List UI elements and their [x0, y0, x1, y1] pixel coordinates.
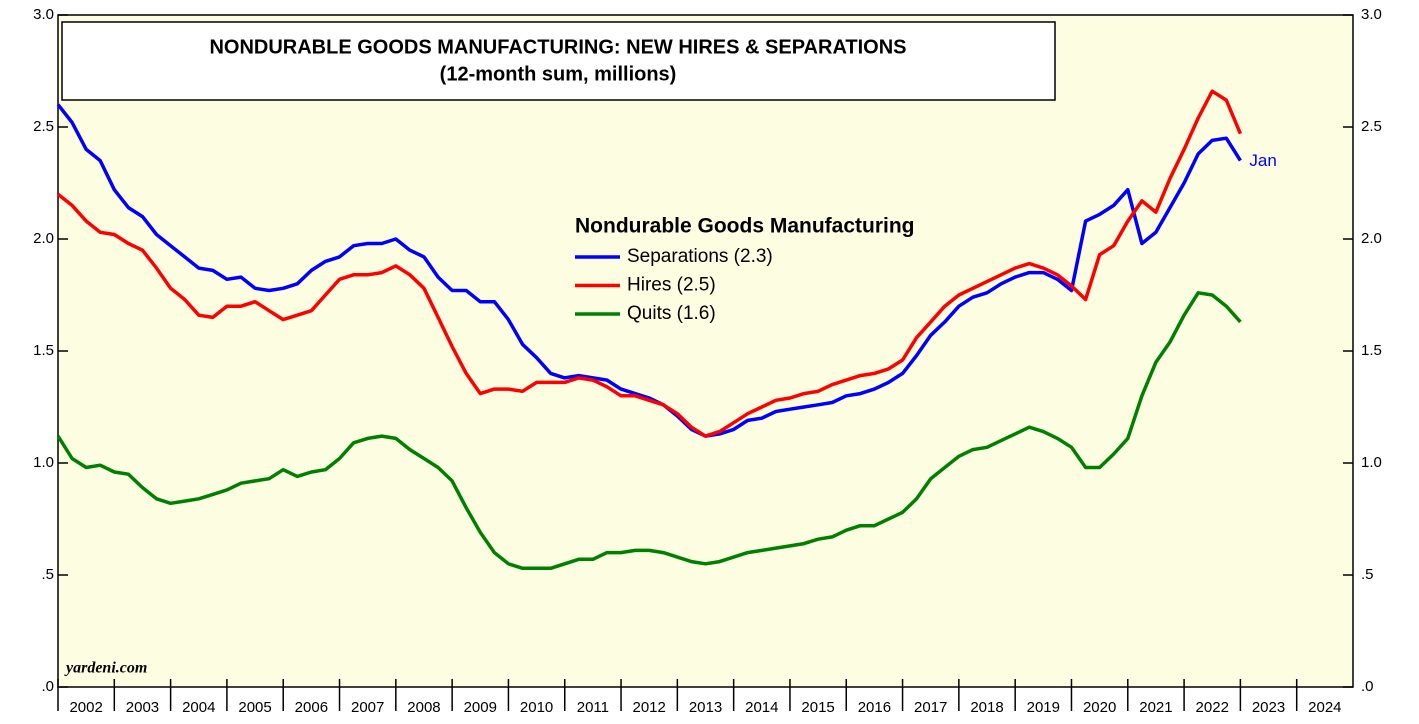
y-tick-label: .5: [41, 566, 54, 583]
legend-label: Separations (2.3): [627, 246, 773, 267]
x-tick-label: 2022: [1196, 699, 1229, 716]
y-tick-label: 2.5: [33, 118, 54, 135]
y2-tick-label: 1.0: [1361, 454, 1382, 471]
y2-tick-label: 1.5: [1361, 342, 1382, 359]
source: yardeni.com: [64, 660, 147, 677]
plot-area: [57, 14, 1354, 688]
title-box: [61, 21, 1056, 101]
x-tick-label: 2006: [295, 699, 328, 716]
x-tick-label: 2004: [182, 699, 215, 716]
y2-tick-label: .5: [1361, 566, 1374, 583]
x-tick-label: 2021: [1139, 699, 1172, 716]
x-tick-label: 2012: [633, 699, 666, 716]
x-tick-label: 2009: [464, 699, 497, 716]
y-tick-label: 3.0: [33, 6, 54, 23]
x-tick-label: 2007: [351, 699, 384, 716]
x-tick-label: 2019: [1027, 699, 1060, 716]
x-tick-label: 2015: [801, 699, 834, 716]
y2-tick-label: 2.0: [1361, 230, 1382, 247]
y-tick-label: 1.0: [33, 454, 54, 471]
x-tick-label: 2014: [745, 699, 778, 716]
series-line: [56, 291, 1242, 571]
x-tick-label: 2013: [689, 699, 722, 716]
x-tick-label: 2002: [69, 699, 102, 716]
x-tick-label: 2005: [238, 699, 271, 716]
y-tick-label: .0: [41, 678, 54, 695]
annotation: Jan: [1249, 151, 1276, 170]
y-tick-label: 2.0: [33, 230, 54, 247]
x-tick-label: 2003: [126, 699, 159, 716]
series-line: [56, 89, 1243, 438]
x-tick-label: 2010: [520, 699, 553, 716]
x-tick-label: 2011: [577, 699, 609, 716]
x-tick-label: 2024: [1308, 699, 1341, 716]
x-tick-label: 2017: [914, 699, 947, 716]
legend-label: Quits (1.6): [627, 303, 716, 324]
legend-title: Nondurable Goods Manufacturing: [575, 215, 915, 238]
y2-tick-label: 3.0: [1361, 6, 1382, 23]
chart-subtitle: (12-month sum, millions): [440, 63, 677, 85]
x-tick-label: 2008: [407, 699, 440, 716]
legend-label: Hires (2.5): [627, 275, 716, 296]
y-tick-label: 1.5: [33, 342, 54, 359]
chart-title: NONDURABLE GOODS MANUFACTURING: NEW HIRE…: [209, 36, 906, 58]
x-tick-label: 2018: [970, 699, 1003, 716]
x-tick-label: 2016: [858, 699, 891, 716]
x-tick-label: 2023: [1252, 699, 1285, 716]
series-line: [56, 103, 1242, 438]
y2-tick-label: 2.5: [1361, 118, 1382, 135]
y2-tick-label: .0: [1361, 678, 1374, 695]
x-tick-label: 2020: [1083, 699, 1116, 716]
